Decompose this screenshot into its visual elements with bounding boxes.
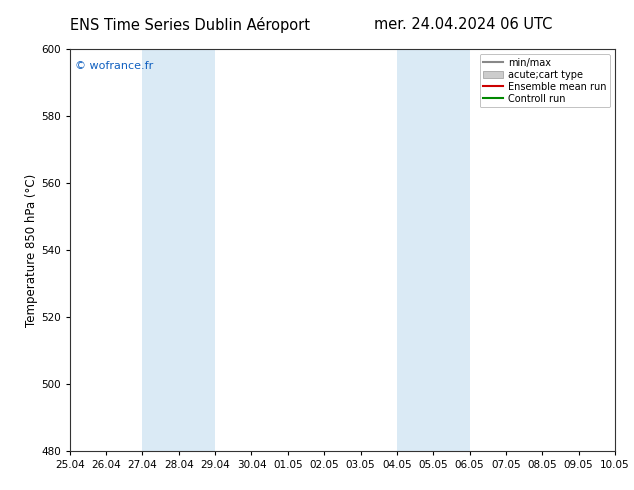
Bar — [143, 49, 215, 451]
Text: mer. 24.04.2024 06 UTC: mer. 24.04.2024 06 UTC — [373, 17, 552, 32]
Bar — [397, 49, 470, 451]
Text: © wofrance.fr: © wofrance.fr — [75, 61, 153, 71]
Legend: min/max, acute;cart type, Ensemble mean run, Controll run: min/max, acute;cart type, Ensemble mean … — [479, 54, 610, 107]
Y-axis label: Temperature 850 hPa (°C): Temperature 850 hPa (°C) — [25, 173, 38, 326]
Text: ENS Time Series Dublin Aéroport: ENS Time Series Dublin Aéroport — [70, 17, 310, 33]
